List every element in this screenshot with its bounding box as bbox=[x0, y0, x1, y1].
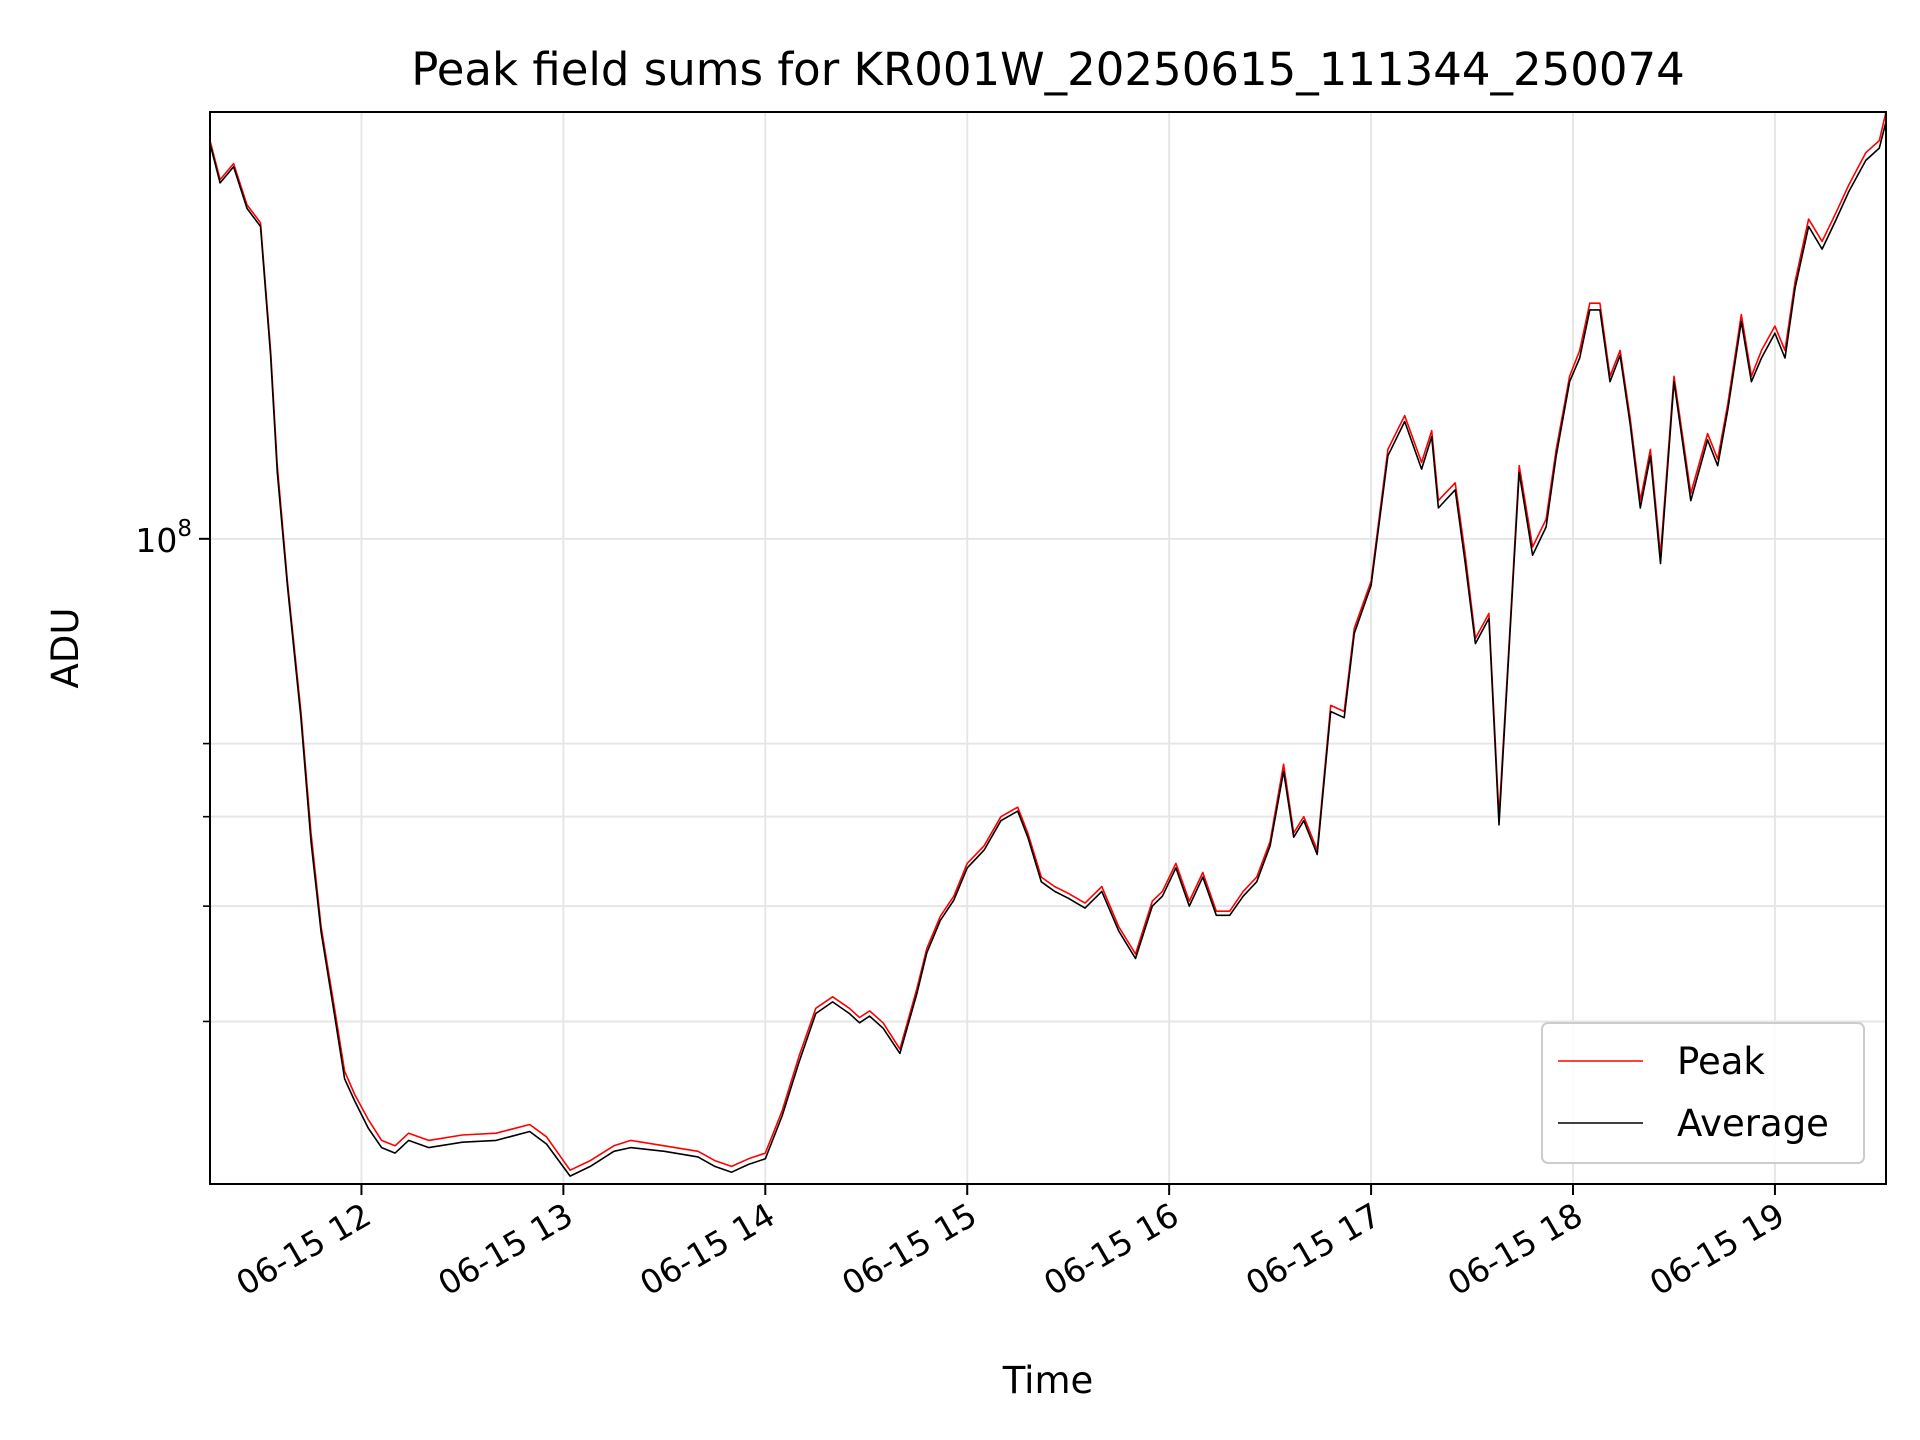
series-layer bbox=[210, 112, 1886, 1177]
legend-box bbox=[1541, 1022, 1865, 1164]
chart-title: Peak field sums for KR001W_20250615_1113… bbox=[411, 43, 1685, 96]
y-axis: 108 bbox=[135, 516, 210, 1023]
x-axis-label: Time bbox=[1002, 1359, 1094, 1402]
plot-frame bbox=[209, 111, 1887, 1185]
series-line-peak bbox=[210, 112, 1886, 1171]
legend-label-peak: Peak bbox=[1677, 1040, 1765, 1083]
legend: Peak Average bbox=[1541, 1022, 1865, 1164]
series-line-average bbox=[210, 121, 1886, 1177]
grid bbox=[210, 112, 1886, 1184]
legend-label-average: Average bbox=[1677, 1102, 1829, 1145]
y-axis-label: ADU bbox=[44, 608, 87, 689]
y-tick-label: 108 bbox=[135, 516, 192, 560]
